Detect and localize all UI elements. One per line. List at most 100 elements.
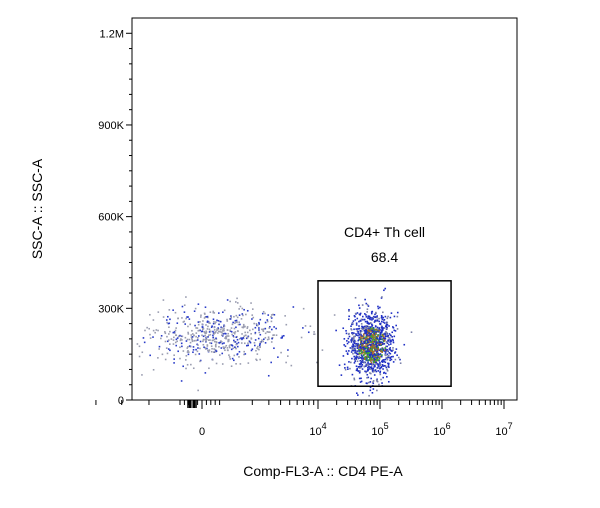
event-dot: [363, 337, 365, 340]
event-dot: [350, 361, 352, 364]
event-dot: [369, 372, 371, 374]
event-dot: [372, 318, 374, 320]
event-dot: [357, 339, 360, 342]
event-dot: [227, 332, 229, 335]
event-dot: [373, 374, 376, 376]
event-dot: [365, 343, 367, 345]
event-dot: [381, 364, 384, 366]
event-dot: [377, 370, 380, 372]
event-dot: [164, 331, 166, 333]
event-dot: [215, 321, 217, 323]
event-dot: [370, 361, 373, 364]
event-dot: [352, 343, 355, 346]
event-dot: [377, 307, 380, 310]
event-dot: [224, 349, 226, 352]
event-dot: [231, 357, 234, 360]
event-dot: [361, 346, 364, 349]
event-dot: [267, 374, 270, 377]
event-dot: [204, 334, 206, 337]
event-dot: [346, 366, 349, 369]
event-dot: [376, 337, 378, 340]
event-dot: [220, 326, 223, 329]
event-dot: [208, 331, 211, 333]
event-dot: [197, 337, 199, 339]
event-dot: [356, 394, 359, 396]
event-dot: [211, 339, 214, 342]
event-dot: [368, 334, 370, 337]
event-dot: [161, 353, 164, 356]
event-dot: [237, 323, 240, 326]
event-dot: [250, 349, 253, 352]
event-dot: [149, 354, 151, 357]
event-dot: [351, 338, 353, 340]
event-dot: [229, 318, 232, 320]
event-dot: [215, 345, 217, 348]
event-dot: [357, 344, 360, 346]
event-dot: [241, 333, 243, 335]
event-dot: [217, 328, 220, 330]
event-dot: [363, 353, 365, 356]
event-dot: [372, 367, 375, 370]
event-dot: [378, 336, 381, 338]
event-dot: [197, 344, 199, 346]
event-dot: [391, 338, 394, 341]
event-dot: [219, 341, 222, 344]
event-dot: [213, 348, 215, 350]
event-dot: [179, 334, 181, 337]
event-dot: [142, 337, 145, 339]
event-dot: [268, 331, 271, 333]
event-dot: [340, 374, 343, 376]
event-dot: [363, 365, 366, 368]
event-dot: [358, 377, 361, 380]
event-dot: [216, 319, 218, 322]
event-dot: [354, 340, 357, 343]
event-dot: [376, 380, 378, 382]
event-dot: [369, 359, 371, 362]
event-dot: [357, 347, 360, 349]
event-dot: [386, 345, 388, 348]
event-dot: [371, 310, 374, 313]
event-dot: [204, 348, 207, 350]
event-dot: [235, 319, 237, 322]
event-dot: [149, 333, 151, 336]
event-dot: [360, 362, 363, 365]
event-dot: [370, 358, 372, 361]
event-dot: [374, 356, 376, 359]
event-dot: [359, 345, 362, 348]
event-dot: [388, 348, 391, 350]
event-dot: [208, 367, 210, 370]
event-dot: [386, 342, 389, 344]
event-dot: [221, 342, 224, 345]
event-dot: [275, 334, 278, 337]
event-dot: [370, 367, 373, 370]
event-dot: [196, 327, 199, 329]
event-dot: [214, 340, 216, 343]
event-dot: [217, 319, 220, 322]
event-dot: [371, 323, 373, 326]
event-dot: [357, 353, 360, 355]
event-dot: [196, 350, 199, 353]
event-dot: [365, 334, 368, 337]
event-dot: [369, 354, 371, 356]
event-dot: [264, 336, 267, 339]
event-dot: [361, 304, 364, 306]
event-dot: [361, 326, 364, 328]
event-dot: [370, 348, 373, 350]
event-dot: [362, 349, 365, 352]
event-dot: [372, 350, 374, 353]
event-dot: [222, 346, 225, 348]
event-dot: [223, 325, 226, 327]
event-dot: [273, 347, 275, 350]
event-dot: [228, 345, 231, 347]
event-dot: [368, 317, 371, 320]
event-dot: [246, 326, 249, 328]
event-dot: [356, 360, 359, 363]
event-dot: [212, 332, 215, 335]
event-dot: [247, 362, 250, 364]
event-dot: [192, 351, 194, 354]
event-dot: [393, 335, 396, 338]
event-dot: [187, 316, 189, 318]
event-dot: [370, 332, 372, 335]
event-dot: [355, 324, 358, 326]
event-dot: [367, 335, 369, 338]
